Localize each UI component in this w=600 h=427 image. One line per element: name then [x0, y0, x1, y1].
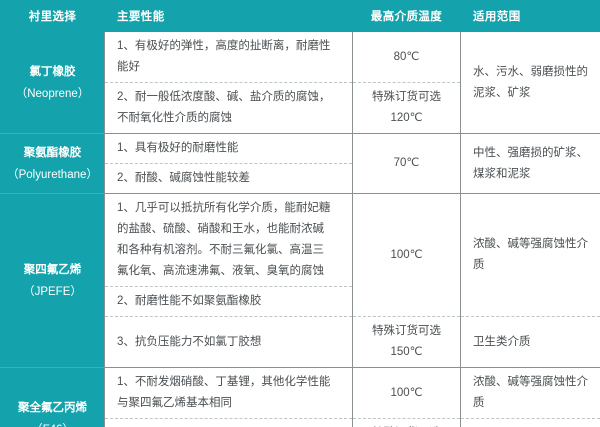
scope-line: 水、污水、弱磨损性的 — [473, 65, 588, 78]
temperature-value: 100℃ — [390, 386, 423, 399]
performance-cell: 1、不耐发烟硝酸、丁基锂，其他化学性能 与聚四氟乙烯基本相同 — [104, 367, 353, 419]
temperature-cell: 特殊订货可选 150℃ — [352, 418, 461, 427]
material-cell-jpefe: 聚四氟乙烯 （JPEFE） — [0, 193, 105, 368]
temperature-note: 特殊订货可选 — [372, 325, 441, 337]
material-name-en: （Polyurethane） — [7, 168, 98, 181]
table-header-row: 衬里选择 主要性能 最高介质温度 适用范围 — [0, 0, 600, 32]
temperature-cell: 70℃ — [352, 133, 461, 194]
performance-line: 3、抗负压能力不如氯丁胶想 — [117, 335, 262, 348]
column-header-max-media-temperature: 最高介质温度 — [352, 0, 461, 32]
temperature-value: 150℃ — [390, 346, 423, 358]
table-row: 3、抗负压能力不如氯丁胶想 特殊订货可选 150℃ 卫生类介质 — [1, 316, 600, 368]
performance-cell: 1、有极好的弹性，高度的扯断离，耐磨性 能好 — [104, 31, 353, 83]
scope-line: 浓酸、碱等强腐蚀性介 — [473, 376, 588, 388]
table-row: 2、耐磨性能不如聚氨酯橡胶 — [1, 286, 600, 317]
material-name-cn: 氯丁橡胶 — [29, 65, 76, 78]
scope-cell: 卫生类介质 — [460, 316, 600, 368]
scope-line: 质 — [473, 259, 485, 271]
performance-cell: 1、几乎可以抵抗所有化学介质，能耐妃糖 的盐酸、硫酸、硝酸和王水，也能耐浓碱 和… — [104, 193, 353, 287]
table-body: 氯丁橡胶 （Neoprene） 1、有极好的弹性，高度的扯断离，耐磨性 能好 8… — [0, 31, 600, 427]
performance-line: 2、耐磨性能不如聚氨酯橡胶 — [117, 295, 262, 307]
column-header-applicable-scope: 适用范围 — [460, 0, 600, 32]
performance-cell: 2、耐磨性能不如聚氨酯橡胶 — [104, 286, 353, 317]
scope-line: 煤浆和泥浆 — [473, 167, 531, 180]
performance-line: 1、有极好的弹性，高度的扯断离，耐磨性 — [117, 40, 331, 52]
performance-line: 1、几乎可以抵抗所有化学介质，能耐妃糖 — [117, 202, 331, 214]
scope-line: 泥浆、矿浆 — [473, 86, 531, 99]
temperature-value: 80℃ — [393, 50, 420, 63]
material-cell-neoprene: 氯丁橡胶 （Neoprene） — [0, 31, 105, 134]
scope-line: 质 — [473, 397, 485, 409]
scope-cell: 中性、强磨损的矿浆、 煤浆和泥浆 — [460, 133, 600, 194]
scope-cell: 水、污水、弱磨损性的 泥浆、矿浆 — [460, 31, 600, 134]
performance-line: 2、耐一般低浓度酸、碱、盐介质的腐蚀， — [117, 91, 331, 103]
material-name-en: （JPEFE） — [23, 285, 82, 298]
temperature-note: 特殊订货可选 — [372, 91, 441, 103]
performance-line: 与聚四氟乙烯基本相同 — [117, 397, 232, 409]
temperature-cell: 100℃ — [352, 367, 461, 419]
temperature-cell: 特殊订货可选 120℃ — [352, 82, 461, 134]
column-header-lining-choice: 衬里选择 — [0, 0, 105, 32]
temperature-note: 特殊订货可选 — [357, 423, 456, 427]
column-header-main-performance: 主要性能 — [104, 0, 353, 32]
performance-cell: 2、耐一般低浓度酸、碱、盐介质的腐蚀， 不耐氧化性介质的腐蚀 — [104, 82, 353, 134]
material-name-en: （F46） — [3, 419, 102, 427]
temperature-cell: 100℃ — [352, 193, 461, 317]
scope-line: 卫生类介质 — [473, 335, 531, 348]
scope-line: 中性、强磨损的矿浆、 — [473, 146, 588, 159]
table-row: 2、抗负压能力高于聚四氟乙烯 特殊订货可选 150℃ 卫生类介质 — [1, 418, 600, 427]
performance-line: 氟化氧、高流速沸氟、液氧、臭氧的腐蚀 — [117, 265, 324, 277]
performance-line: 2、耐酸、碱腐蚀性能较差 — [117, 172, 250, 184]
material-name-cn: 聚四氟乙烯 — [23, 263, 82, 276]
material-name-en: （Neoprene） — [15, 87, 90, 100]
table-row: 氯丁橡胶 （Neoprene） 1、有极好的弹性，高度的扯断离，耐磨性 能好 8… — [0, 31, 600, 134]
performance-line: 的盐酸、硫酸、硝酸和王水，也能耐浓碱 — [117, 223, 324, 235]
table-row: 聚氨酯橡胶 （Polyurethane） 1、具有极好的耐磨性能 70℃ 中性、… — [0, 133, 600, 194]
performance-line: 1、不耐发烟硝酸、丁基锂，其他化学性能 — [117, 376, 331, 388]
scope-cell: 浓酸、碱等强腐蚀性介 质 — [460, 367, 600, 419]
performance-line: 不耐氧化性介质的腐蚀 — [117, 112, 232, 124]
table-header: 衬里选择 主要性能 最高介质温度 适用范围 — [0, 0, 600, 32]
temperature-value: 70℃ — [393, 157, 420, 169]
performance-line: 能好 — [117, 61, 140, 73]
scope-cell: 卫生类介质 — [460, 418, 600, 427]
temperature-cell: 80℃ — [352, 31, 461, 83]
performance-line: 和各种有机溶剂。不耐三氟化氯、高温三 — [117, 244, 324, 256]
temperature-value: 120℃ — [390, 112, 423, 124]
scope-cell: 浓酸、碱等强腐蚀性介 质 — [460, 193, 600, 317]
table-row: 聚全氟乙丙烯 （F46） 1、不耐发烟硝酸、丁基锂，其他化学性能 与聚四氟乙烯基… — [0, 367, 600, 427]
scope-line: 浓酸、碱等强腐蚀性介 — [473, 238, 588, 250]
table-row: 2、耐一般低浓度酸、碱、盐介质的腐蚀， 不耐氧化性介质的腐蚀 特殊订货可选 12… — [1, 82, 600, 134]
temperature-value: 100℃ — [390, 248, 423, 261]
temperature-cell: 特殊订货可选 150℃ — [352, 316, 461, 368]
performance-line: 1、具有极好的耐磨性能 — [117, 142, 239, 154]
performance-cell: 1、具有极好的耐磨性能 — [104, 133, 353, 164]
material-name-cn: 聚全氟乙丙烯 — [18, 401, 87, 414]
table-row: 聚四氟乙烯 （JPEFE） 1、几乎可以抵抗所有化学介质，能耐妃糖 的盐酸、硫酸… — [0, 193, 600, 368]
performance-cell: 2、耐酸、碱腐蚀性能较差 — [104, 163, 353, 194]
performance-cell: 2、抗负压能力高于聚四氟乙烯 — [104, 418, 353, 427]
material-cell-f46: 聚全氟乙丙烯 （F46） — [0, 367, 105, 427]
material-cell-polyurethane: 聚氨酯橡胶 （Polyurethane） — [0, 133, 105, 194]
material-name-cn: 聚氨酯橡胶 — [23, 146, 82, 159]
performance-cell: 3、抗负压能力不如氯丁胶想 — [104, 316, 353, 368]
